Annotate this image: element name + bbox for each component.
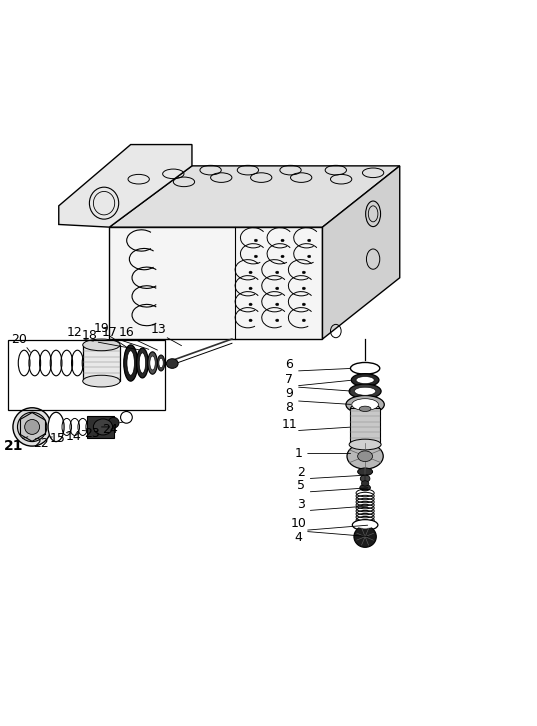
Ellipse shape — [275, 303, 279, 306]
Text: 18: 18 — [81, 329, 97, 342]
Text: 21: 21 — [4, 439, 23, 452]
Ellipse shape — [18, 412, 47, 441]
Ellipse shape — [358, 468, 373, 476]
Ellipse shape — [124, 345, 137, 381]
Ellipse shape — [302, 287, 306, 290]
Text: 19: 19 — [93, 322, 109, 335]
Ellipse shape — [121, 412, 132, 423]
Ellipse shape — [302, 303, 306, 306]
Ellipse shape — [351, 362, 380, 374]
Text: 5: 5 — [297, 479, 305, 492]
Polygon shape — [59, 144, 192, 227]
Text: 23: 23 — [84, 427, 100, 440]
Ellipse shape — [360, 475, 370, 482]
Text: 20: 20 — [11, 333, 27, 346]
Ellipse shape — [83, 375, 120, 387]
Ellipse shape — [25, 420, 40, 434]
Ellipse shape — [354, 387, 376, 395]
Ellipse shape — [308, 255, 311, 258]
Ellipse shape — [346, 396, 384, 414]
Ellipse shape — [249, 271, 252, 274]
Ellipse shape — [13, 408, 52, 446]
Text: 15: 15 — [49, 432, 65, 445]
Text: 9: 9 — [286, 387, 293, 400]
Ellipse shape — [351, 374, 379, 386]
Bar — [87, 416, 114, 438]
Ellipse shape — [354, 526, 376, 547]
Ellipse shape — [358, 451, 373, 462]
Ellipse shape — [302, 271, 306, 274]
Ellipse shape — [275, 319, 279, 322]
Bar — [8, 340, 165, 410]
Ellipse shape — [356, 377, 374, 383]
Ellipse shape — [150, 356, 155, 370]
Ellipse shape — [275, 271, 279, 274]
Text: 12: 12 — [67, 325, 83, 338]
Ellipse shape — [281, 239, 284, 242]
Ellipse shape — [351, 403, 380, 415]
Ellipse shape — [302, 319, 306, 322]
Text: 8: 8 — [286, 401, 293, 414]
Text: 2: 2 — [297, 465, 305, 478]
Ellipse shape — [352, 399, 379, 410]
Bar — [83, 345, 120, 381]
Ellipse shape — [275, 287, 279, 290]
Text: 22: 22 — [33, 438, 49, 451]
Ellipse shape — [249, 287, 252, 290]
Ellipse shape — [52, 417, 61, 437]
Ellipse shape — [360, 484, 371, 491]
Ellipse shape — [159, 358, 163, 368]
Ellipse shape — [352, 520, 378, 530]
Text: 24: 24 — [103, 423, 118, 436]
Text: 6: 6 — [286, 358, 293, 371]
Bar — [350, 408, 380, 444]
Ellipse shape — [281, 255, 284, 258]
Ellipse shape — [148, 352, 157, 374]
Ellipse shape — [349, 384, 381, 399]
Text: 10: 10 — [291, 518, 307, 531]
Ellipse shape — [354, 365, 376, 372]
Text: 16: 16 — [119, 325, 134, 338]
Text: 17: 17 — [101, 325, 117, 338]
Polygon shape — [323, 166, 400, 339]
Text: 4: 4 — [295, 531, 302, 544]
Polygon shape — [110, 227, 323, 339]
Ellipse shape — [166, 359, 178, 368]
Text: 1: 1 — [295, 447, 302, 460]
Ellipse shape — [308, 239, 311, 242]
Ellipse shape — [249, 303, 252, 306]
Ellipse shape — [123, 414, 129, 420]
Text: 14: 14 — [66, 430, 81, 443]
Ellipse shape — [136, 348, 148, 378]
Ellipse shape — [48, 412, 64, 441]
Ellipse shape — [157, 355, 165, 371]
Ellipse shape — [249, 319, 252, 322]
Ellipse shape — [359, 406, 371, 412]
Ellipse shape — [347, 444, 383, 469]
Ellipse shape — [127, 351, 134, 375]
Ellipse shape — [83, 339, 120, 351]
Text: 13: 13 — [150, 324, 166, 336]
Ellipse shape — [139, 353, 146, 373]
Ellipse shape — [93, 419, 113, 435]
Polygon shape — [110, 166, 400, 227]
Text: 3: 3 — [297, 498, 305, 510]
Ellipse shape — [255, 239, 258, 242]
Ellipse shape — [357, 522, 373, 529]
Ellipse shape — [255, 255, 258, 258]
Ellipse shape — [108, 417, 119, 428]
Text: 11: 11 — [281, 417, 297, 431]
Ellipse shape — [349, 439, 381, 450]
Text: 7: 7 — [286, 373, 293, 386]
Ellipse shape — [361, 481, 369, 486]
